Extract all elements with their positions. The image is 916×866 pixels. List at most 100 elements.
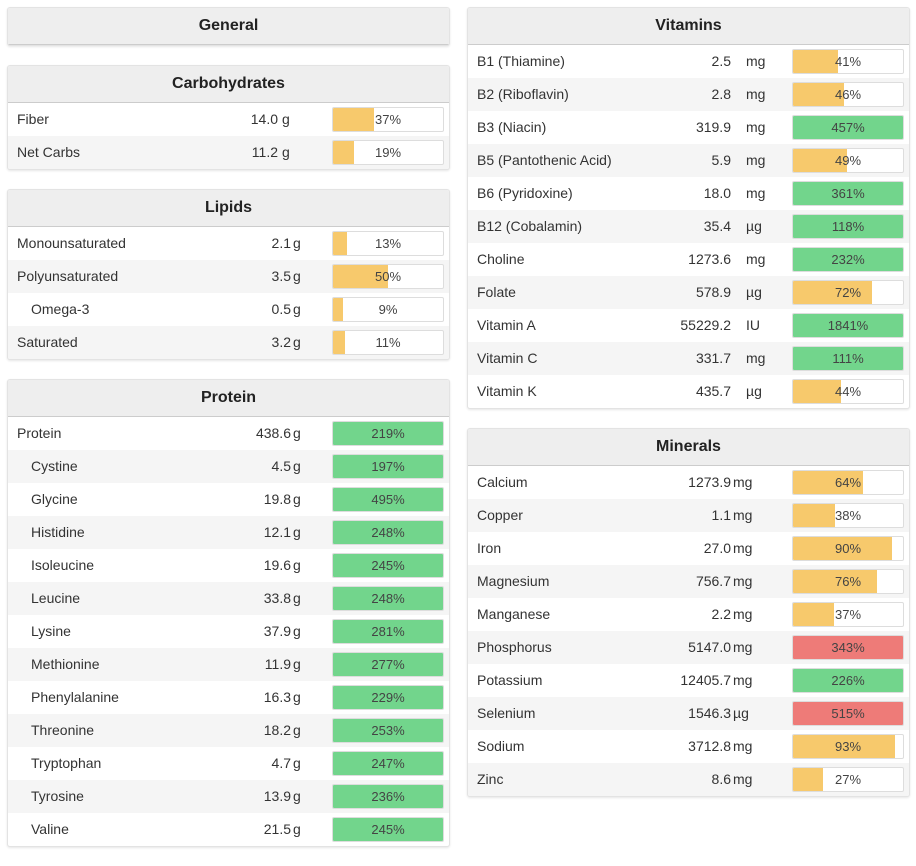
left-column: General Carbohydrates Fiber 14.0 g 37% Net C… bbox=[7, 0, 450, 866]
percent-bar: 253% bbox=[332, 718, 444, 743]
nutrient-unit: g bbox=[293, 301, 301, 317]
nutrient-amount: 12.1 bbox=[263, 524, 291, 540]
percent-bar-fill bbox=[333, 818, 443, 841]
nutrient-row: Iron 27.0 mg 90% bbox=[468, 532, 909, 565]
nutrient-row: Cystine 4.5 g 197% bbox=[8, 450, 449, 483]
nutrient-row: Methionine 11.9 g 277% bbox=[8, 648, 449, 681]
nutrient-amount: 3712.8 bbox=[688, 738, 731, 754]
percent-bar-fill bbox=[793, 471, 864, 494]
percent-bar-fill bbox=[793, 380, 842, 403]
nutrient-unit: g bbox=[293, 590, 301, 606]
percent-label: 232% bbox=[831, 252, 865, 267]
nutrient-name: Omega-3 bbox=[31, 301, 90, 317]
percent-label: 245% bbox=[371, 822, 405, 837]
percent-bar-fill bbox=[793, 702, 903, 725]
percent-label: 50% bbox=[374, 269, 402, 284]
percent-bar: 343% bbox=[792, 635, 904, 660]
nutrient-unit: µg bbox=[733, 705, 749, 721]
nutrient-row: Net Carbs 11.2 g 19% bbox=[8, 136, 449, 169]
percent-bar: 44% bbox=[792, 379, 904, 404]
percent-label: 219% bbox=[371, 426, 405, 441]
percent-bar: 277% bbox=[332, 652, 444, 677]
nutrient-name: Valine bbox=[31, 821, 69, 837]
percent-bar: 245% bbox=[332, 553, 444, 578]
lipids-panel: Lipids Monounsaturated 2.1 g 13% Polyunsatur… bbox=[7, 189, 450, 360]
percent-label: 46% bbox=[834, 87, 862, 102]
percent-label: 277% bbox=[371, 657, 405, 672]
nutrient-unit: mg bbox=[733, 507, 753, 523]
percent-bar-fill bbox=[333, 587, 443, 610]
percent-label: 247% bbox=[371, 756, 405, 771]
nutrient-name: Threonine bbox=[31, 722, 95, 738]
percent-bar: 495% bbox=[332, 487, 444, 512]
nutrient-row: Choline 1273.6 mg 232% bbox=[468, 243, 909, 276]
nutrient-unit: IU bbox=[746, 317, 760, 333]
percent-bar: 361% bbox=[792, 181, 904, 206]
nutrient-row: Calcium 1273.9 mg 64% bbox=[468, 466, 909, 499]
nutrient-row: Vitamin A 55229.2 IU 1841% bbox=[468, 309, 909, 342]
nutrient-row: Vitamin C 331.7 mg 111% bbox=[468, 342, 909, 375]
nutrient-unit: mg bbox=[746, 53, 766, 69]
nutrient-unit: mg bbox=[733, 540, 753, 556]
percent-bar: 197% bbox=[332, 454, 444, 479]
percent-bar-fill bbox=[333, 298, 343, 321]
percent-bar-fill bbox=[333, 331, 346, 354]
nutrient-name: Sodium bbox=[477, 738, 525, 754]
general-title: General bbox=[8, 8, 449, 45]
nutrient-amount: 14.0 bbox=[250, 111, 278, 127]
percent-bar-fill bbox=[333, 521, 443, 544]
percent-bar-fill bbox=[793, 347, 903, 370]
percent-label: 229% bbox=[371, 690, 405, 705]
percent-label: 495% bbox=[371, 492, 405, 507]
nutrient-name: Cystine bbox=[31, 458, 78, 474]
nutrient-name: Phenylalanine bbox=[31, 689, 119, 705]
percent-bar-fill bbox=[793, 50, 839, 73]
percent-bar: 515% bbox=[792, 701, 904, 726]
percent-bar: 93% bbox=[792, 734, 904, 759]
nutrient-name: B3 (Niacin) bbox=[477, 119, 547, 135]
nutrient-amount: 21.5 bbox=[263, 821, 291, 837]
vitamins-title: Vitamins bbox=[468, 8, 909, 45]
percent-label: 226% bbox=[831, 673, 865, 688]
nutrient-unit: mg bbox=[746, 152, 766, 168]
nutrient-amount: 438.6 bbox=[255, 425, 291, 441]
minerals-rows: Calcium 1273.9 mg 64% Copper 1.1 mg 38% Iron 27.0… bbox=[468, 466, 909, 796]
nutrient-row: B5 (Pantothenic Acid) 5.9 mg 49% bbox=[468, 144, 909, 177]
nutrient-name: B5 (Pantothenic Acid) bbox=[477, 152, 612, 168]
percent-bar: 50% bbox=[332, 264, 444, 289]
nutrient-row: Glycine 19.8 g 495% bbox=[8, 483, 449, 516]
nutrient-row: Threonine 18.2 g 253% bbox=[8, 714, 449, 747]
nutrient-name: Fiber bbox=[17, 111, 49, 127]
nutrient-unit: g bbox=[282, 144, 290, 160]
percent-label: 236% bbox=[371, 789, 405, 804]
percent-bar-fill bbox=[793, 314, 903, 337]
nutrient-amount: 35.4 bbox=[703, 218, 731, 234]
percent-bar-fill bbox=[793, 149, 847, 172]
percent-label: 245% bbox=[371, 558, 405, 573]
percent-bar: 247% bbox=[332, 751, 444, 776]
percent-label: 44% bbox=[834, 384, 862, 399]
carbohydrates-rows: Fiber 14.0 g 37% Net Carbs 11.2 g 19% bbox=[8, 103, 449, 169]
percent-bar-fill bbox=[333, 686, 443, 709]
nutrient-name: Folate bbox=[477, 284, 516, 300]
nutrient-unit: g bbox=[293, 334, 301, 350]
nutrient-name: Monounsaturated bbox=[17, 235, 126, 251]
nutrient-unit: g bbox=[293, 557, 301, 573]
protein-panel: Protein Protein 438.6 g 219% Cystine 4.5 g 197%… bbox=[7, 379, 450, 847]
percent-label: 27% bbox=[834, 772, 862, 787]
nutrient-name: Methionine bbox=[31, 656, 100, 672]
percent-label: 19% bbox=[374, 145, 402, 160]
percent-bar: 38% bbox=[792, 503, 904, 528]
nutrient-row: Saturated 3.2 g 11% bbox=[8, 326, 449, 359]
minerals-title: Minerals bbox=[468, 429, 909, 466]
nutrient-row: Sodium 3712.8 mg 93% bbox=[468, 730, 909, 763]
nutrient-row: Protein 438.6 g 219% bbox=[8, 417, 449, 450]
nutrient-amount: 18.2 bbox=[263, 722, 291, 738]
percent-bar: 41% bbox=[792, 49, 904, 74]
percent-bar-fill bbox=[333, 785, 443, 808]
nutrient-unit: g bbox=[293, 458, 301, 474]
nutrient-unit: µg bbox=[746, 383, 762, 399]
nutrient-name: B6 (Pyridoxine) bbox=[477, 185, 573, 201]
nutrient-name: Tyrosine bbox=[31, 788, 84, 804]
nutrient-row: Histidine 12.1 g 248% bbox=[8, 516, 449, 549]
